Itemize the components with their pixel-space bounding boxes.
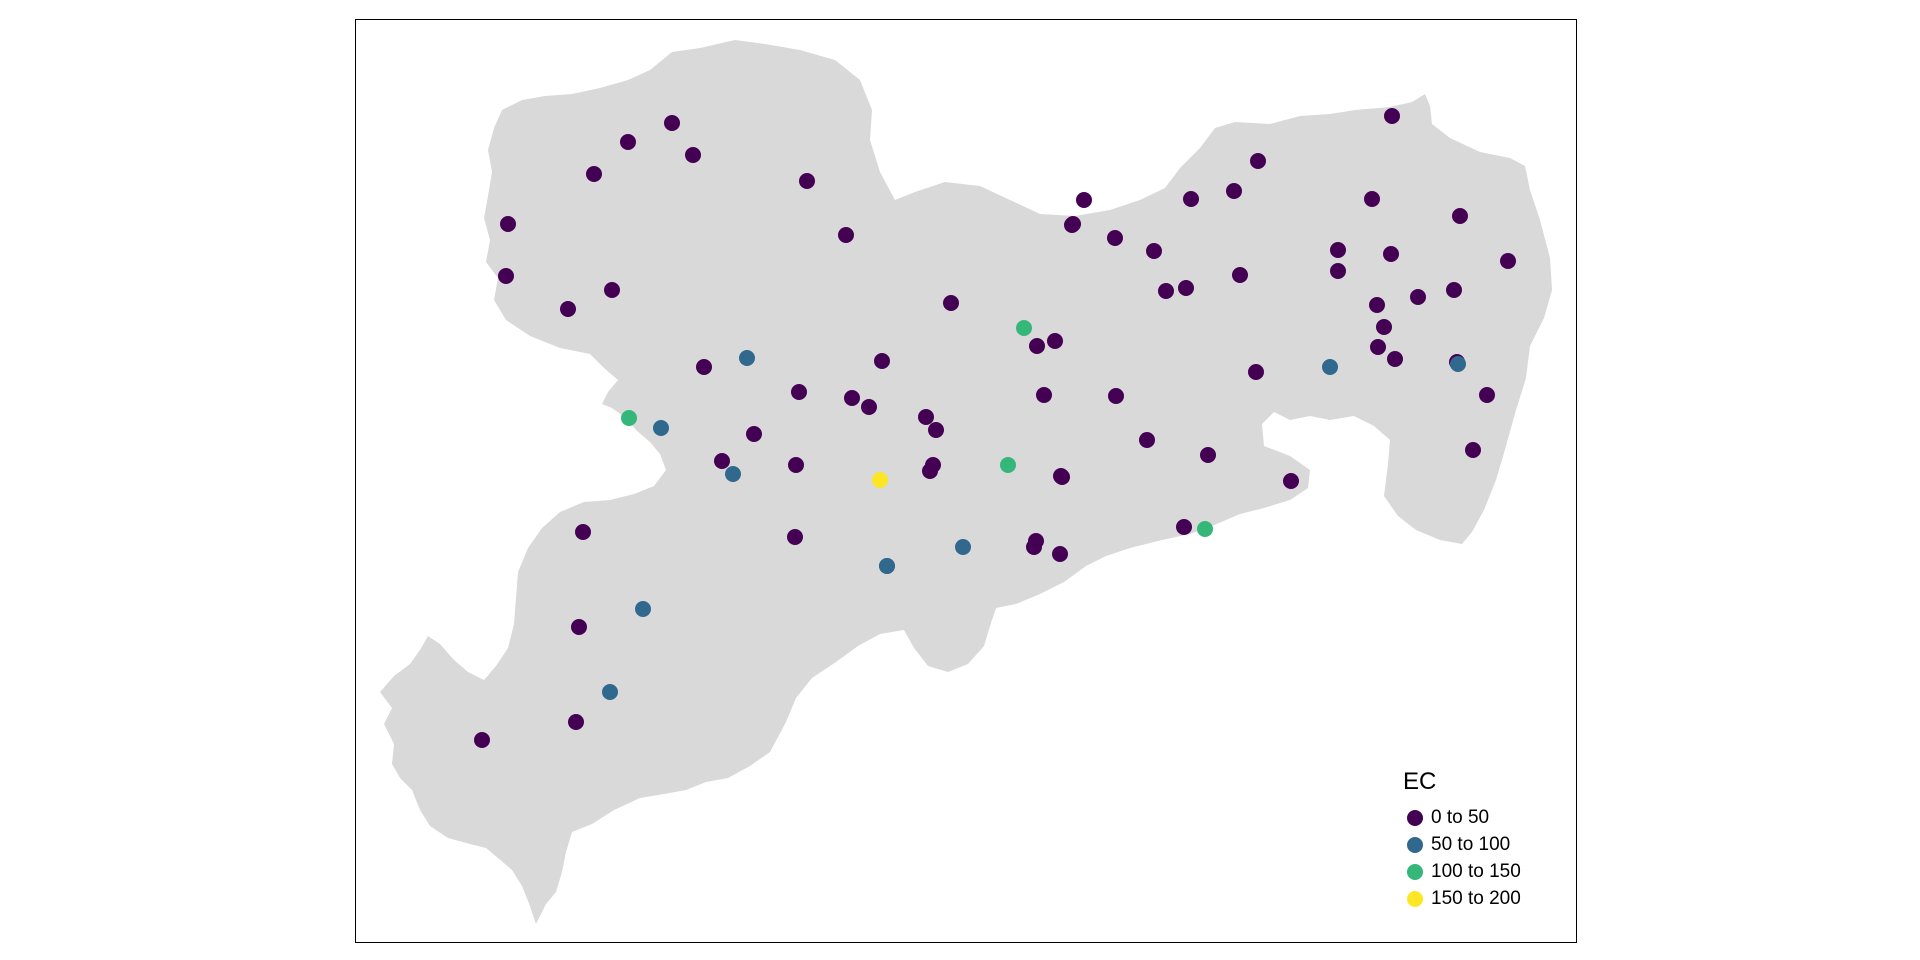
sample-point: [653, 420, 669, 436]
legend-item-0-50: 0 to 50: [1401, 804, 1561, 831]
sample-point: [560, 301, 576, 317]
legend-swatch-100-150: [1407, 863, 1423, 880]
sample-point: [604, 282, 620, 298]
sample-point: [799, 173, 815, 189]
sample-point: [788, 457, 804, 473]
sample-point: [1465, 442, 1481, 458]
sample-point: [714, 453, 730, 469]
saxony-region-shape: [380, 40, 1552, 924]
sample-point: [787, 529, 803, 545]
sample-point: [498, 268, 514, 284]
sample-point: [1446, 282, 1462, 298]
sample-point: [874, 353, 890, 369]
sample-point: [872, 472, 888, 488]
sample-point: [1232, 267, 1248, 283]
sample-point: [1158, 283, 1174, 299]
sample-point: [500, 216, 516, 232]
sample-point: [1052, 546, 1068, 562]
sample-point: [1146, 243, 1162, 259]
sample-point: [1248, 364, 1264, 380]
legend-title: EC: [1403, 768, 1437, 795]
sample-point: [1283, 473, 1299, 489]
sample-point: [1076, 192, 1092, 208]
sample-point: [1450, 356, 1466, 372]
sample-point: [879, 558, 895, 574]
sample-point: [1330, 263, 1346, 279]
sample-point: [861, 399, 877, 415]
sample-point: [1384, 108, 1400, 124]
sample-point: [1330, 242, 1346, 258]
sample-point: [620, 134, 636, 150]
sample-point: [725, 466, 741, 482]
legend-swatch-50-100: [1407, 836, 1423, 853]
sample-point: [922, 463, 938, 479]
sample-point: [1107, 230, 1123, 246]
map-frame: [355, 19, 1577, 943]
sample-point: [1054, 469, 1070, 485]
sample-point: [1410, 289, 1426, 305]
sample-point: [696, 359, 712, 375]
legend-label-0-50: 0 to 50: [1431, 807, 1490, 828]
sample-point: [1226, 183, 1242, 199]
sample-point: [664, 115, 680, 131]
sample-point: [1364, 191, 1380, 207]
sample-point: [1029, 338, 1045, 354]
sample-point: [1000, 457, 1016, 473]
sample-point: [1250, 153, 1266, 169]
sample-point: [1036, 387, 1052, 403]
legend-label-50-100: 50 to 100: [1431, 834, 1511, 855]
sample-point: [1047, 333, 1063, 349]
legend-label-100-150: 100 to 150: [1431, 861, 1521, 882]
legend-label-150-200: 150 to 200: [1431, 888, 1521, 909]
sample-point: [746, 426, 762, 442]
sample-point: [1369, 297, 1385, 313]
sample-point: [1197, 521, 1213, 537]
sample-point: [739, 350, 755, 366]
sample-point: [621, 410, 637, 426]
sample-point: [571, 619, 587, 635]
sample-point: [844, 390, 860, 406]
sample-point: [568, 714, 584, 730]
sample-point: [1065, 216, 1081, 232]
sample-point: [1178, 280, 1194, 296]
sample-point: [602, 684, 618, 700]
sample-point: [1016, 320, 1032, 336]
sample-point: [1176, 519, 1192, 535]
sample-point: [1376, 319, 1392, 335]
legend-swatch-150-200: [1407, 890, 1423, 907]
sample-point: [685, 147, 701, 163]
sample-point: [928, 422, 944, 438]
sample-point: [1452, 208, 1468, 224]
legend-item-50-100: 50 to 100: [1401, 831, 1561, 858]
sample-point: [1479, 387, 1495, 403]
sample-point: [791, 384, 807, 400]
sample-point: [1322, 359, 1338, 375]
sample-point: [838, 227, 854, 243]
sample-point: [635, 601, 651, 617]
sample-point: [1370, 339, 1386, 355]
sample-point: [1500, 253, 1516, 269]
sample-point: [1383, 246, 1399, 262]
sample-point: [1387, 351, 1403, 367]
sample-point: [1026, 539, 1042, 555]
legend: EC 0 to 50 50 to 100 100 to 150 150 to 2…: [1401, 768, 1561, 912]
sample-point: [1183, 191, 1199, 207]
sample-point: [955, 539, 971, 555]
sample-point: [575, 524, 591, 540]
sample-point: [586, 166, 602, 182]
sample-point: [1139, 432, 1155, 448]
sample-point: [1200, 447, 1216, 463]
sample-point: [943, 295, 959, 311]
legend-item-100-150: 100 to 150: [1401, 858, 1561, 885]
sample-point: [1108, 388, 1124, 404]
legend-swatch-0-50: [1407, 809, 1423, 826]
sample-points: [474, 108, 1516, 748]
legend-item-150-200: 150 to 200: [1401, 885, 1561, 912]
sample-point: [474, 732, 490, 748]
sample-point: [918, 409, 934, 425]
